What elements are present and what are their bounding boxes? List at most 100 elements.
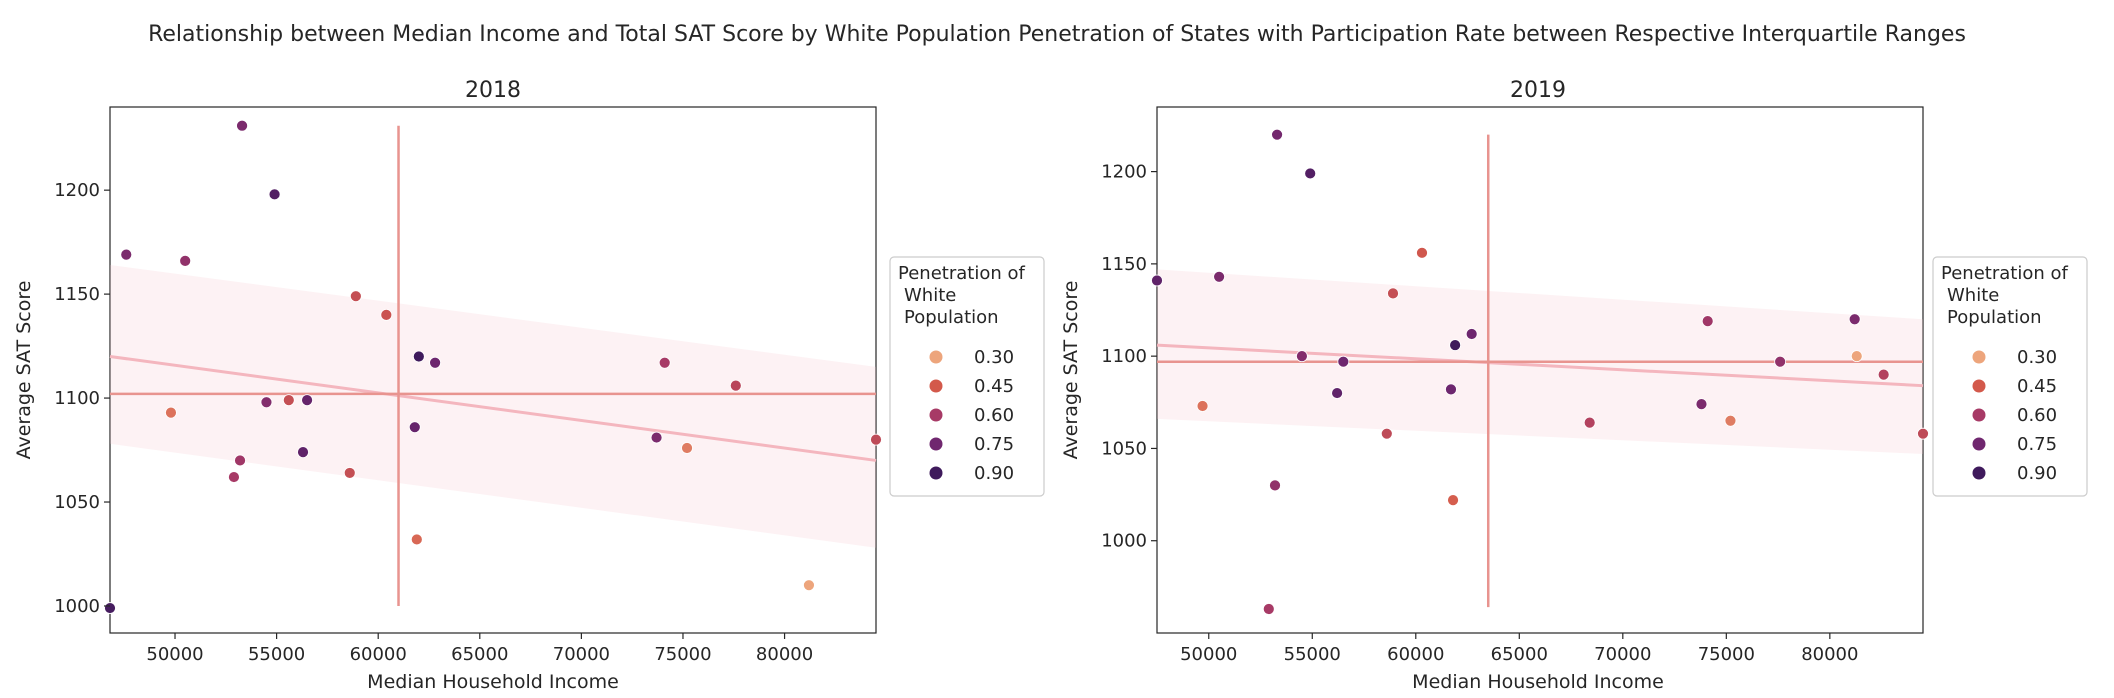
legend-title-line: Population: [904, 307, 999, 328]
data-point: [803, 579, 815, 592]
legend-entry-label: 0.30: [974, 347, 1014, 368]
data-point: [228, 471, 240, 483]
legend-marker: [1972, 350, 1986, 364]
data-point: [1331, 387, 1344, 399]
data-point: [1449, 339, 1462, 351]
data-point: [120, 248, 133, 261]
data-point: [1724, 414, 1737, 427]
data-point: [1877, 368, 1890, 381]
y-tick-label: 1150: [54, 284, 100, 305]
legend-entry-label: 0.75: [2017, 434, 2057, 455]
x-tick-label: 60000: [1387, 644, 1444, 665]
x-tick-label: 60000: [350, 644, 407, 665]
legend-marker: [929, 350, 943, 364]
y-tick-label: 1000: [1101, 531, 1147, 552]
x-tick-label: 70000: [553, 644, 610, 665]
data-point: [234, 454, 246, 467]
legend-entry-label: 0.90: [2017, 463, 2057, 484]
data-point: [870, 433, 882, 446]
data-point: [236, 119, 248, 132]
x-axis-label: Median Household Income: [367, 671, 619, 693]
data-point: [1337, 355, 1350, 368]
legend-frame: [889, 256, 1045, 497]
y-tick-label: 1000: [54, 596, 100, 617]
data-point: [1387, 287, 1399, 300]
legend-entry-label: 0.90: [974, 463, 1014, 484]
legend-title-line: Penetration of: [1941, 263, 2068, 284]
subplot-title: 2019: [1510, 78, 1566, 103]
legend-entry-label: 0.45: [974, 376, 1014, 397]
data-point: [410, 533, 423, 546]
y-axis-label: Average SAT Score: [13, 281, 35, 460]
data-point: [268, 188, 281, 201]
data-point: [282, 394, 295, 407]
legend-entry-label: 0.60: [974, 405, 1014, 426]
data-point: [343, 467, 356, 479]
data-point: [1445, 383, 1457, 396]
data-point: [412, 350, 425, 363]
legend-marker: [1972, 437, 1986, 451]
data-point: [1380, 427, 1393, 440]
legend-entry-label: 0.60: [2017, 405, 2057, 426]
data-point: [165, 406, 177, 419]
y-tick-label: 1050: [1101, 438, 1147, 459]
plot-area-frame: [109, 106, 877, 634]
y-axis-label: Average SAT Score: [1060, 281, 1082, 460]
legend-marker: [1972, 408, 1986, 422]
data-point: [1465, 328, 1478, 340]
data-point: [301, 394, 313, 407]
legend-title-line: Penetration of: [898, 263, 1025, 284]
x-tick-label: 50000: [1180, 644, 1237, 665]
legend-title-line: White: [1947, 285, 1999, 306]
y-tick-label: 1200: [54, 180, 100, 201]
legend-marker: [929, 408, 943, 422]
regression-line: [1156, 343, 1924, 388]
data-point: [1296, 350, 1308, 363]
subplot-2019: 2019 50000 55000 60000 65000 70000 75000 80000…: [1060, 78, 2088, 693]
y-tick-label: 1100: [1101, 346, 1147, 367]
subplot-title: 2018: [465, 78, 521, 103]
x-tick-label: 55000: [1284, 644, 1341, 665]
data-point: [1701, 315, 1714, 327]
data-point: [297, 446, 309, 459]
x-tick-label: 75000: [654, 644, 711, 665]
data-point: [104, 602, 116, 614]
y-tick-label: 1050: [54, 492, 100, 513]
legend-entry-label: 0.75: [974, 434, 1014, 455]
regression-line: [109, 354, 877, 462]
x-tick-label: 65000: [451, 644, 508, 665]
data-point: [380, 309, 393, 321]
data-point: [650, 431, 663, 444]
legend-frame: [1932, 256, 2088, 497]
legend-entry-label: 0.45: [2017, 376, 2057, 397]
x-tick-label: 80000: [1801, 644, 1858, 665]
data-point: [729, 379, 742, 392]
legend-marker: [1972, 466, 1986, 480]
plot-area-frame: [1156, 106, 1924, 634]
data-point: [1196, 400, 1209, 412]
x-tick-label: 75000: [1698, 644, 1755, 665]
data-point: [1269, 479, 1281, 492]
x-tick-label: 65000: [1491, 644, 1548, 665]
data-point: [1416, 246, 1428, 259]
legend-entry-label: 0.30: [2017, 347, 2057, 368]
legend-marker: [929, 437, 943, 451]
subplot-2018: 2018 50000 55000 60000 65000 70000 75000 80000…: [13, 78, 1045, 693]
regression-confidence-band: [110, 265, 876, 548]
x-axis-label: Median Household Income: [1412, 671, 1664, 693]
data-point: [681, 442, 693, 454]
data-point: [1774, 355, 1787, 368]
data-point: [1917, 427, 1929, 440]
y-tick-label: 1100: [54, 388, 100, 409]
data-point: [1151, 274, 1163, 287]
data-point: [1695, 398, 1708, 411]
figure-title: Relationship between Median Income and T…: [148, 22, 1966, 47]
legend-title-line: White: [904, 285, 956, 306]
data-point: [429, 356, 441, 369]
x-tick-label: 50000: [146, 644, 203, 665]
data-point: [1850, 350, 1863, 363]
data-point: [1213, 270, 1226, 283]
x-tick-label: 70000: [1594, 644, 1651, 665]
